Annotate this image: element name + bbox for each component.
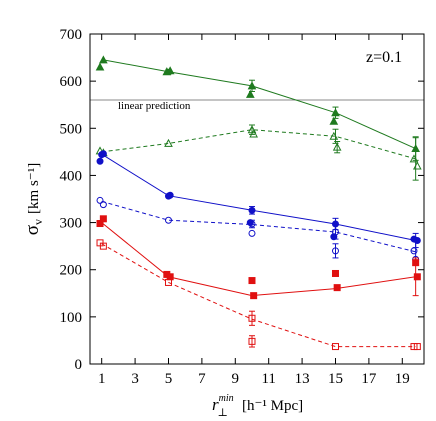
data-point <box>164 278 172 286</box>
x-axis-label-units: [h⁻¹ Mpc] <box>242 398 303 414</box>
series-line <box>101 222 416 297</box>
data-point <box>99 55 108 64</box>
series-3 <box>96 196 420 263</box>
data-point <box>99 201 107 209</box>
data-point <box>331 343 339 351</box>
data-point <box>412 161 422 170</box>
series-layer <box>95 55 422 351</box>
series-4 <box>96 215 421 300</box>
data-point <box>409 154 419 163</box>
data-point <box>247 81 257 90</box>
series-5 <box>96 239 421 351</box>
series-0 <box>95 55 420 161</box>
y-tick-label: 300 <box>60 216 83 232</box>
series-line <box>101 129 416 160</box>
data-point <box>332 142 342 151</box>
series-2 <box>96 150 421 249</box>
y-tick-label: 500 <box>60 121 83 137</box>
data-point <box>331 247 339 255</box>
x-axis-label-sup: min <box>219 393 234 404</box>
y-tick-label: 0 <box>75 357 83 373</box>
data-point <box>96 196 104 204</box>
data-point <box>245 89 255 98</box>
linear-prediction-label: linear prediction <box>118 100 191 112</box>
x-axis-label-main: r <box>212 395 219 414</box>
x-tick-label: 13 <box>295 371 310 387</box>
x-tick-label: 15 <box>328 371 343 387</box>
y-axis-label: σv [km s⁻¹] <box>22 163 45 235</box>
data-point <box>413 343 421 351</box>
data-point <box>99 150 107 158</box>
data-point <box>164 138 173 147</box>
series-line <box>101 200 416 253</box>
data-point <box>329 131 339 140</box>
x-tick-label: 1 <box>98 371 106 387</box>
x-axis-label: rmin ⊥ [h⁻¹ Mpc] <box>212 393 303 419</box>
series-line <box>101 153 416 241</box>
data-point <box>99 215 107 223</box>
data-point <box>248 229 256 237</box>
x-tick-label: 3 <box>131 371 139 387</box>
data-point <box>164 216 172 224</box>
data-point <box>331 108 340 117</box>
y-tick-label: 600 <box>60 74 83 90</box>
x-axis-label-sub: ⊥ <box>218 407 228 419</box>
x-tick-label: 11 <box>261 371 275 387</box>
data-point <box>413 273 421 281</box>
data-point <box>333 284 341 292</box>
x-tick-label: 5 <box>165 371 173 387</box>
y-axis-label-main: σ <box>22 225 43 235</box>
x-tick-label: 7 <box>198 371 206 387</box>
redshift-annotation: z=0.1 <box>366 49 402 66</box>
data-point <box>248 277 256 285</box>
data-point <box>250 292 258 300</box>
x-tick-label: 17 <box>361 371 377 387</box>
data-point <box>96 157 104 165</box>
x-tick-label: 19 <box>395 371 410 387</box>
y-tick-label: 200 <box>60 263 83 279</box>
y-axis-label-units: [km s⁻¹] <box>26 163 42 214</box>
data-point <box>99 242 107 250</box>
data-point <box>249 129 258 138</box>
data-point <box>166 273 174 281</box>
data-point <box>248 220 256 228</box>
y-tick-label: 100 <box>60 310 83 326</box>
data-point <box>248 337 256 345</box>
y-tick-label: 700 <box>60 27 83 43</box>
x-tick-label: 9 <box>232 371 240 387</box>
data-point <box>331 228 339 236</box>
y-tick-label: 400 <box>60 168 83 184</box>
data-point <box>248 314 256 322</box>
data-point <box>331 269 339 277</box>
data-point <box>165 66 175 75</box>
data-point <box>248 206 256 214</box>
data-point <box>410 247 418 255</box>
series-1 <box>95 124 422 181</box>
data-point <box>329 116 339 125</box>
data-point <box>166 191 174 199</box>
plot-frame <box>89 33 425 365</box>
data-point <box>412 259 420 267</box>
data-point <box>95 62 105 71</box>
y-axis-label-sub: v <box>31 219 45 225</box>
